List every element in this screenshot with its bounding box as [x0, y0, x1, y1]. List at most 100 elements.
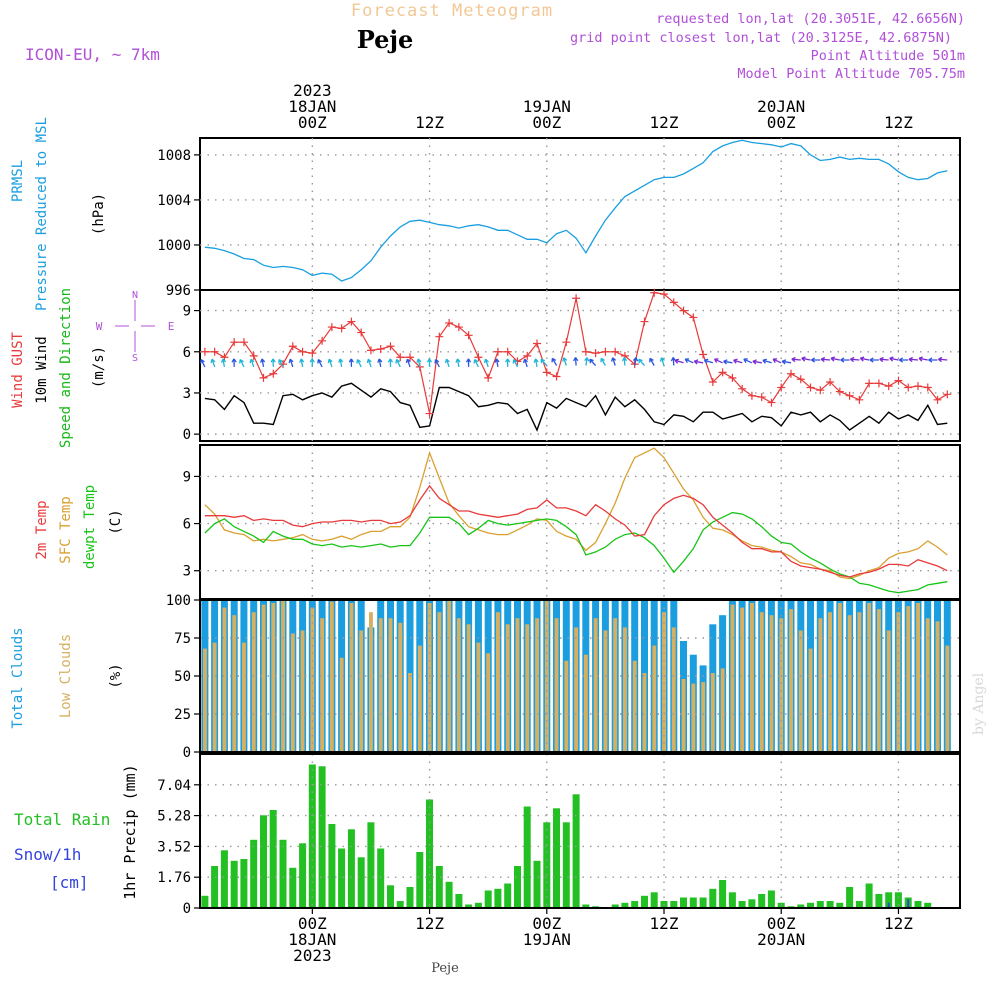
gust-marker	[660, 290, 669, 299]
rain-bar	[260, 815, 267, 909]
point-altitude: Point Altitude 501m	[811, 48, 965, 64]
y-tick-label: 6	[183, 517, 191, 533]
rain-bar	[338, 848, 346, 908]
rain-bar	[543, 822, 551, 909]
gust-marker	[601, 347, 610, 356]
wind-direction-arrow	[859, 356, 870, 362]
rain-bar	[728, 892, 736, 909]
pressure-unit: (hPa)	[91, 193, 107, 235]
low-cloud-bar	[808, 648, 813, 752]
rain-bar	[328, 824, 336, 908]
gust-marker	[406, 353, 415, 362]
wind-direction-arrow	[231, 358, 237, 367]
rain-bar	[455, 894, 463, 908]
wind-direction-arrow	[405, 358, 411, 368]
gust-marker	[767, 398, 776, 407]
gust-marker	[913, 382, 922, 391]
low-cloud-bar	[339, 657, 344, 752]
wind-direction-arrow	[327, 358, 333, 368]
rain-bar	[680, 897, 687, 908]
rain-bar	[631, 901, 639, 908]
gust-marker	[943, 390, 952, 399]
gust-marker	[376, 345, 385, 354]
y-tick-label: 6	[183, 345, 191, 361]
low-cloud-bar	[388, 618, 393, 752]
wind-direction-arrow	[426, 358, 433, 367]
wind-direction-arrow	[781, 359, 792, 365]
wind-direction-arrow	[584, 357, 590, 366]
compass-rose: N W E S	[96, 290, 175, 364]
wind-direction-arrow	[610, 357, 617, 366]
low-cloud-bar	[886, 630, 891, 752]
low-cloud-bar	[261, 604, 266, 752]
low-cloud-bar	[730, 604, 735, 752]
low-cloud-bar	[574, 627, 579, 752]
gust-marker	[533, 339, 542, 348]
y-tick-label: 75	[174, 631, 191, 647]
y-tick-label: 9	[183, 304, 191, 320]
low-cloud-bar	[701, 682, 706, 752]
snow-label: Snow/1h	[14, 845, 81, 864]
wind-direction-arrow	[670, 357, 676, 366]
wind-direction-arrow	[465, 358, 472, 367]
low-cloud-bar	[203, 648, 207, 752]
rain-bar	[514, 866, 521, 908]
low-cloud-bar	[642, 673, 647, 752]
rain-bar	[855, 901, 863, 908]
snow-unit-label: [cm]	[50, 873, 89, 892]
low-cloud-bar	[398, 622, 403, 752]
rain-bar	[367, 822, 375, 909]
low-cloud-bar	[691, 683, 696, 752]
rain-bar	[396, 901, 404, 908]
y-tick-label: 1000	[157, 238, 191, 254]
rain-bar	[240, 859, 248, 908]
gust-marker	[249, 351, 258, 360]
rain-bar	[611, 904, 619, 908]
bottom-time-label: 00Z	[298, 914, 327, 933]
low-cloud-bar	[789, 609, 793, 752]
wind-direction-arrow	[505, 358, 511, 367]
rain-bar	[924, 902, 932, 909]
rain-bar	[846, 887, 854, 908]
compass-lines	[115, 300, 155, 352]
wind-direction-arrow	[908, 356, 919, 363]
temp-unit: (C)	[108, 509, 124, 534]
low-cloud-bar	[877, 609, 881, 752]
rain-bar	[416, 852, 424, 908]
low-cloud-bar	[242, 642, 246, 752]
wind-direction-arrow	[562, 357, 568, 366]
wind-direction-arrow	[649, 357, 655, 366]
gust-marker	[855, 395, 864, 404]
wind-direction-arrow	[928, 357, 938, 363]
gust-marker	[835, 387, 844, 396]
rain-bar	[709, 888, 717, 909]
bottom-time-label: 19JAN	[523, 930, 571, 949]
low-cloud-bar	[408, 673, 412, 752]
rain-bar	[504, 883, 512, 908]
rain-bar	[377, 848, 385, 908]
top-time-label: 00Z	[532, 113, 561, 132]
low-cloud-bar	[740, 607, 745, 752]
gust-marker	[728, 373, 737, 382]
wind-direction-arrow	[791, 356, 801, 363]
low-cloud-bar	[769, 615, 774, 752]
rain-bar	[670, 901, 678, 908]
gust-marker	[572, 294, 581, 303]
wind-direction-arrow	[220, 358, 227, 368]
rain-bar	[406, 887, 414, 908]
low-cloud-bar	[847, 615, 852, 752]
gust-marker	[425, 409, 434, 418]
wind-direction-arrow	[455, 358, 461, 368]
bottom-time-label: 2023	[293, 946, 332, 965]
compass-w: W	[96, 320, 103, 333]
low-cloud-bar	[662, 612, 666, 752]
footer-location: Peje	[431, 961, 459, 976]
rain-bar	[465, 904, 473, 908]
wind-direction-arrow	[850, 356, 860, 363]
panel-pressure: 996 1000 1004 1008	[157, 137, 961, 299]
gust-marker	[806, 383, 815, 392]
wind-direction-arrow	[366, 358, 372, 368]
